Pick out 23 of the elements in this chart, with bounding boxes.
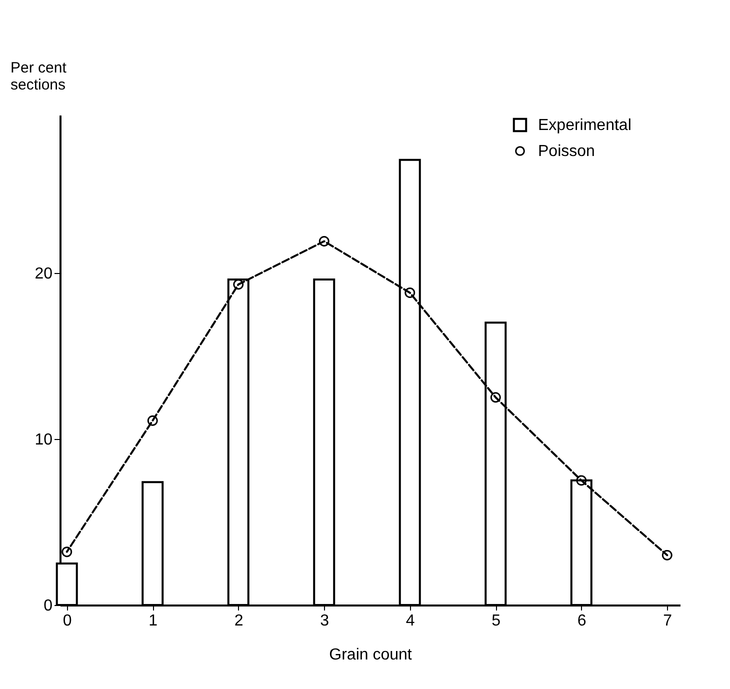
point [318,236,330,246]
y-tick-label: 10 [34,431,53,448]
point [147,415,158,426]
point [233,279,244,290]
y-axis-title: Per cent sections [10,60,68,94]
x-tick-label: 0 [62,612,72,630]
x-tick-label: 5 [492,612,501,630]
y-tick-label: 20 [34,265,53,282]
x-axis-title: Grain count [329,646,412,664]
legend-label: Poisson [538,143,595,160]
x-tick-label: 1 [148,612,158,630]
legend-label: Experimental [538,117,632,134]
point [62,546,72,558]
point [404,288,416,298]
x-tick-label: 7 [663,612,672,630]
x-tick-label: 4 [406,612,415,630]
x-tick-label: 3 [320,612,330,630]
point [576,475,587,486]
point [490,392,501,403]
y-tick-label: 0 [44,598,53,614]
x-tick-label: 6 [577,612,586,630]
x-tick-label: 2 [234,612,244,630]
point [662,550,672,560]
